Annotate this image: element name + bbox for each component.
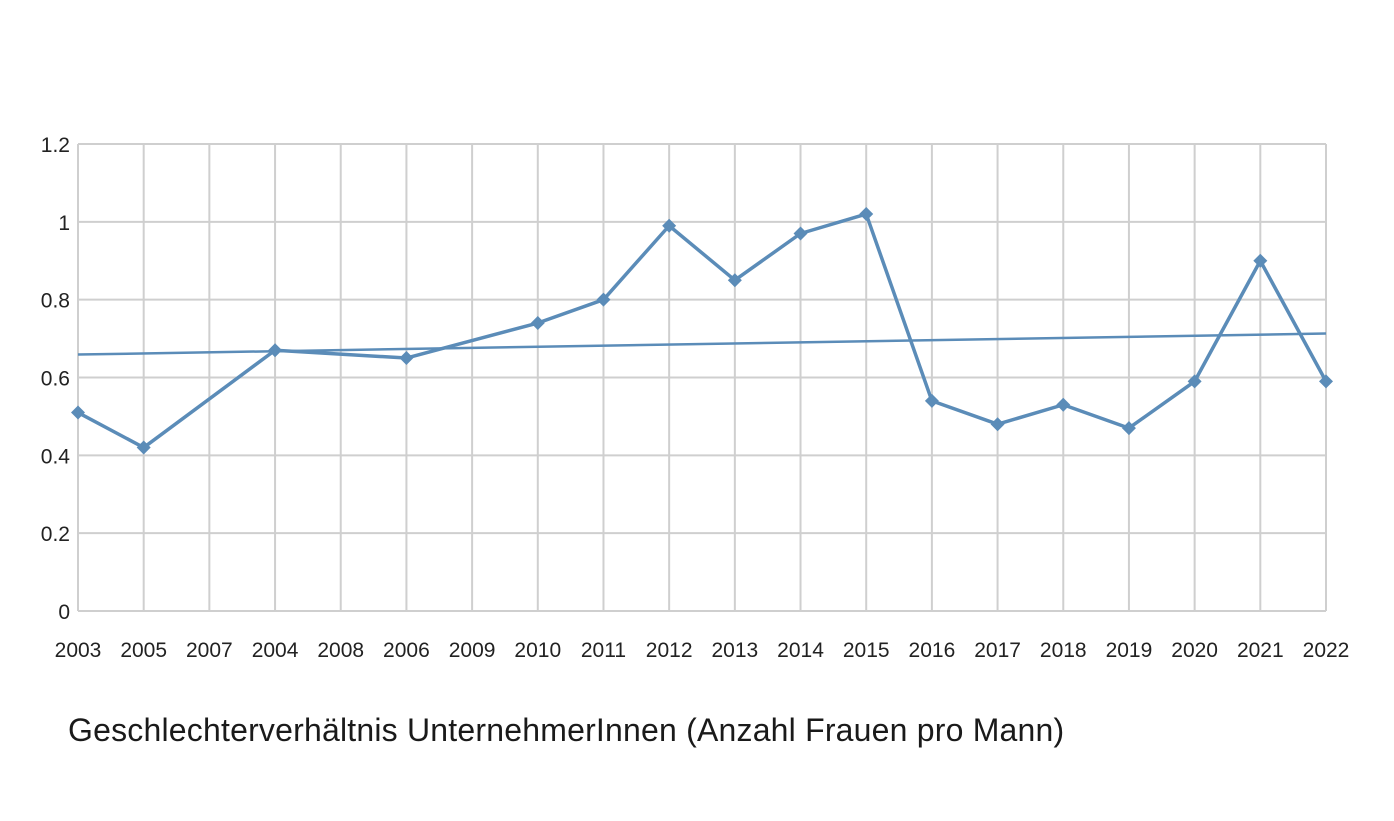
y-axis-ticks: 0 0.2 0.4 0.6 0.8 1 1.2 [41, 134, 71, 624]
data-point-marker [596, 292, 611, 307]
data-point-marker [924, 393, 939, 408]
data-point-marker [71, 405, 85, 420]
x-tick-label: 2017 [974, 639, 1021, 662]
x-tick-label: 2015 [843, 639, 890, 662]
x-tick-label: 2006 [383, 639, 430, 662]
x-tick-label: 2021 [1237, 639, 1284, 662]
y-tick-label: 1 [58, 212, 70, 235]
data-point-marker [530, 316, 545, 331]
trendline-path [77, 332, 1327, 356]
x-tick-label: 2014 [777, 639, 824, 662]
series-line [77, 212, 1328, 450]
y-tick-label: 0.6 [41, 368, 70, 391]
data-point-marker [136, 440, 151, 455]
x-tick-label: 2013 [711, 639, 758, 662]
data-point-marker [1056, 397, 1071, 412]
x-tick-label: 2011 [581, 639, 626, 662]
data-point-marker [662, 218, 677, 233]
x-tick-label: 2018 [1040, 639, 1087, 662]
x-tick-label: 2007 [186, 639, 233, 662]
data-point-marker [1121, 421, 1136, 436]
chart-caption: Geschlechterverhältnis UnternehmerInnen … [68, 712, 1065, 748]
x-tick-label: 2022 [1303, 639, 1350, 662]
data-series [71, 207, 1333, 455]
x-tick-label: 2016 [909, 639, 956, 662]
trendline [77, 332, 1327, 356]
x-tick-label: 2008 [317, 639, 364, 662]
y-tick-label: 0 [58, 601, 70, 624]
x-tick-label: 2009 [449, 639, 496, 662]
x-tick-label: 2003 [55, 639, 102, 662]
x-tick-label: 2012 [646, 639, 693, 662]
data-point-marker [1187, 374, 1202, 389]
data-point-marker [727, 273, 742, 288]
chart-grid [77, 143, 1327, 612]
data-point-marker [859, 207, 874, 222]
y-tick-label: 0.8 [41, 290, 70, 313]
data-point-marker [268, 343, 283, 358]
y-tick-label: 0.4 [41, 445, 71, 468]
data-point-marker [399, 351, 414, 366]
y-tick-label: 0.2 [41, 523, 70, 546]
data-point-marker [1253, 253, 1268, 268]
x-tick-label: 2019 [1106, 639, 1153, 662]
data-point-marker [1319, 374, 1333, 389]
x-tick-label: 2010 [514, 639, 561, 662]
x-tick-label: 2020 [1171, 639, 1218, 662]
x-tick-label: 2004 [252, 639, 299, 662]
x-tick-label: 2005 [120, 639, 167, 662]
data-point-marker [793, 226, 808, 241]
y-tick-label: 1.2 [41, 134, 70, 157]
data-point-marker [990, 417, 1005, 432]
x-axis-ticks: 2003 2005 2007 2004 2008 2006 2009 2010 … [55, 639, 1350, 662]
